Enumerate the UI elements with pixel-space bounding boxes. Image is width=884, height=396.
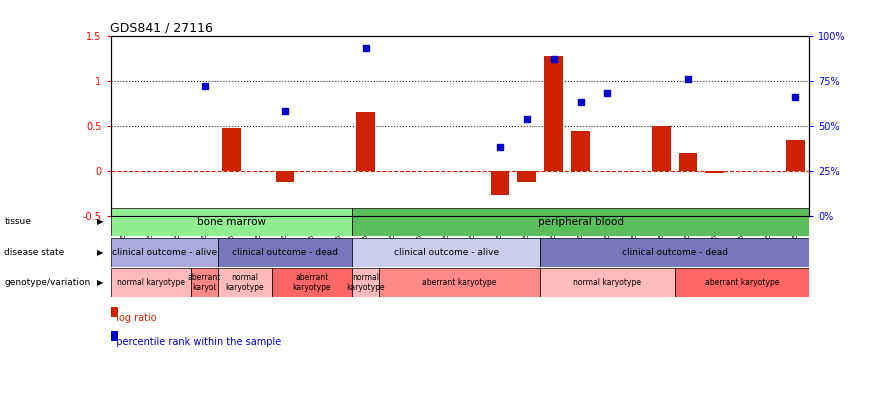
- Text: normal karyotype: normal karyotype: [117, 278, 185, 287]
- Text: normal karyotype: normal karyotype: [574, 278, 642, 287]
- Text: log ratio: log ratio: [110, 313, 157, 323]
- Bar: [191, 268, 218, 297]
- Bar: [110, 238, 218, 267]
- Bar: [356, 112, 375, 171]
- Bar: [352, 268, 379, 297]
- Bar: [545, 56, 563, 171]
- Bar: [222, 128, 240, 171]
- Text: peripheral blood: peripheral blood: [537, 217, 623, 227]
- Text: clinical outcome - dead: clinical outcome - dead: [232, 248, 338, 257]
- Text: clinical outcome - alive: clinical outcome - alive: [111, 248, 217, 257]
- Text: ▶: ▶: [97, 248, 103, 257]
- Bar: [110, 268, 191, 297]
- Bar: [674, 268, 809, 297]
- Text: ▶: ▶: [97, 217, 103, 226]
- Bar: [271, 268, 352, 297]
- Bar: [705, 171, 724, 173]
- Bar: [491, 171, 509, 195]
- Text: bone marrow: bone marrow: [197, 217, 266, 227]
- Text: clinical outcome - alive: clinical outcome - alive: [393, 248, 499, 257]
- Bar: [517, 171, 537, 182]
- Text: ▶: ▶: [97, 278, 103, 287]
- Text: aberrant karyotype: aberrant karyotype: [705, 278, 779, 287]
- Bar: [571, 131, 590, 171]
- Text: normal
karyotype: normal karyotype: [225, 273, 264, 292]
- Text: aberrant karyotype: aberrant karyotype: [423, 278, 497, 287]
- Text: aberrant
karyotype: aberrant karyotype: [293, 273, 332, 292]
- Bar: [540, 238, 809, 267]
- Bar: [218, 238, 352, 267]
- Text: disease state: disease state: [4, 248, 65, 257]
- Bar: [540, 268, 674, 297]
- Bar: [379, 268, 540, 297]
- Text: aberrant
karyot: aberrant karyot: [187, 273, 221, 292]
- Bar: [786, 140, 804, 171]
- Text: genotype/variation: genotype/variation: [4, 278, 91, 287]
- Text: clinical outcome - dead: clinical outcome - dead: [621, 248, 728, 257]
- Text: GDS841 / 27116: GDS841 / 27116: [110, 21, 213, 34]
- Text: tissue: tissue: [4, 217, 31, 226]
- Bar: [276, 171, 294, 183]
- Bar: [352, 238, 540, 267]
- Bar: [679, 153, 697, 171]
- Bar: [110, 208, 352, 236]
- Bar: [652, 126, 671, 171]
- Bar: [352, 208, 809, 236]
- Bar: [218, 268, 271, 297]
- Text: normal
karyotype: normal karyotype: [347, 273, 385, 292]
- Text: percentile rank within the sample: percentile rank within the sample: [110, 337, 282, 346]
